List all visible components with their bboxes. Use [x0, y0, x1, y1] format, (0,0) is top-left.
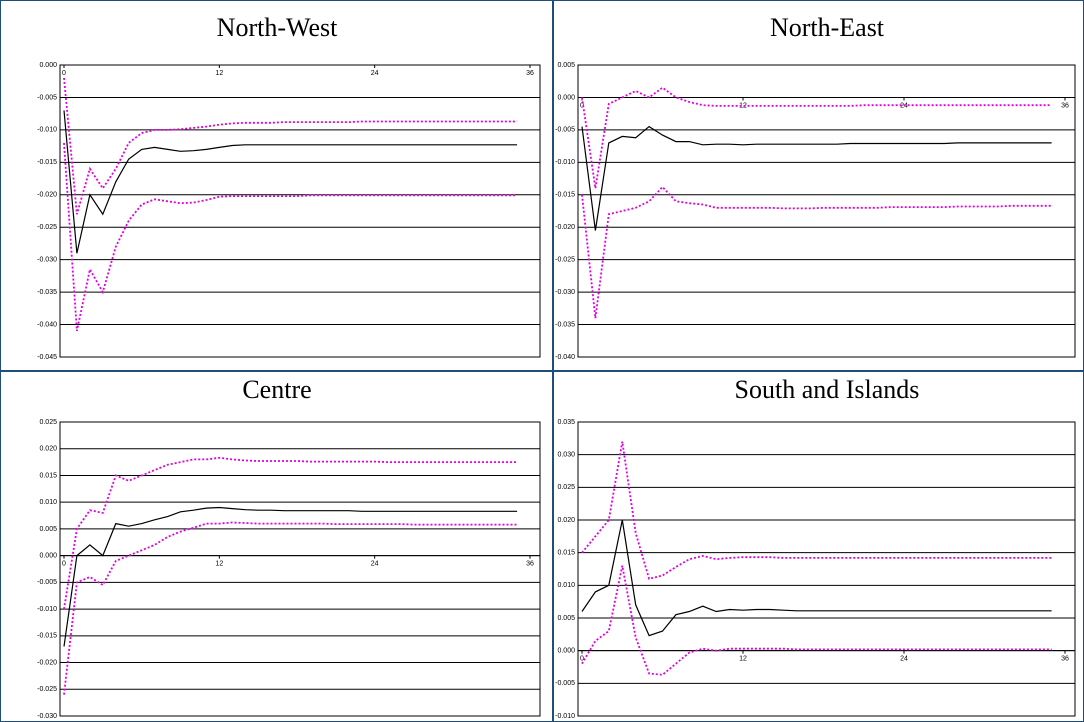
y-tick-label: -0.025 [37, 224, 57, 231]
y-tick-label: 0.000 [557, 94, 575, 101]
chart-title: Centre [242, 375, 311, 404]
line-series [63, 110, 518, 254]
y-tick-label: 0.020 [39, 446, 57, 453]
x-tick-label: 0 [580, 102, 584, 109]
x-tick-label: 0 [62, 70, 66, 77]
chart-title: North-East [770, 13, 885, 42]
line-series [581, 565, 1052, 676]
y-tick-label: 0.010 [557, 582, 575, 589]
y-tick-label: 0.010 [39, 499, 57, 506]
y-tick-label: -0.010 [37, 127, 57, 134]
y-tick-label: 0.005 [39, 526, 57, 533]
x-tick-label: 0 [62, 560, 66, 567]
y-tick-label: -0.040 [37, 321, 57, 328]
y-tick-label: 0.005 [557, 615, 575, 622]
y-tick-label: 0.025 [557, 484, 575, 491]
x-tick-label: 12 [215, 70, 223, 77]
y-tick-label: 0.015 [557, 550, 575, 557]
y-tick-label: 0.015 [39, 472, 57, 479]
x-tick-label: 24 [900, 656, 908, 663]
y-tick-label: 0.000 [39, 552, 57, 559]
line-series [581, 519, 1052, 637]
y-tick-label: -0.005 [37, 94, 57, 101]
y-tick-label: -0.010 [555, 713, 575, 720]
x-tick-label: 12 [739, 656, 747, 663]
x-tick-label: 36 [1061, 102, 1069, 109]
line-series [63, 77, 518, 215]
y-tick-label: 0.035 [557, 419, 575, 426]
y-tick-label: -0.030 [37, 257, 57, 264]
y-tick-label: 0.030 [557, 452, 575, 459]
y-tick-label: 0.000 [39, 62, 57, 69]
chart-title: North-West [217, 13, 338, 42]
line-series [63, 521, 518, 695]
y-tick-label: -0.035 [37, 289, 57, 296]
y-tick-label: -0.040 [555, 354, 575, 361]
x-tick-label: 12 [215, 560, 223, 567]
plot-area [59, 421, 541, 717]
x-tick-label: 24 [371, 70, 379, 77]
line-series [63, 506, 518, 647]
plot-area [577, 421, 1076, 717]
y-tick-label: 0.000 [557, 648, 575, 655]
x-tick-label: 36 [526, 70, 534, 77]
y-tick-label: 0.005 [557, 62, 575, 69]
x-tick-label: 24 [371, 560, 379, 567]
y-tick-label: 0.025 [39, 419, 57, 426]
y-tick-label: 0.020 [557, 517, 575, 524]
y-tick-label: -0.015 [37, 633, 57, 640]
y-tick-label: -0.025 [37, 686, 57, 693]
line-series [63, 456, 518, 610]
chart-title: South and Islands [735, 375, 920, 404]
y-tick-label: -0.020 [37, 192, 57, 199]
y-tick-label: -0.025 [555, 257, 575, 264]
y-tick-label: -0.010 [37, 606, 57, 613]
x-tick-label: 36 [1061, 656, 1069, 663]
y-tick-label: -0.015 [37, 159, 57, 166]
y-tick-label: -0.030 [37, 713, 57, 720]
line-series [581, 185, 1052, 319]
line-series [581, 125, 1052, 231]
y-tick-label: -0.005 [555, 680, 575, 687]
x-tick-label: 36 [526, 560, 534, 567]
y-tick-label: -0.035 [555, 321, 575, 328]
y-tick-label: -0.020 [555, 224, 575, 231]
line-series [581, 86, 1052, 189]
y-tick-label: -0.045 [37, 354, 57, 361]
y-tick-label: -0.005 [37, 579, 57, 586]
x-tick-label: 12 [739, 102, 747, 109]
y-tick-label: -0.030 [555, 289, 575, 296]
y-tick-label: -0.015 [555, 192, 575, 199]
plot-area [577, 64, 1076, 358]
line-series [63, 142, 518, 332]
line-series [581, 441, 1052, 580]
x-tick-label: 0 [580, 656, 584, 663]
y-tick-label: -0.010 [555, 159, 575, 166]
y-tick-label: -0.020 [37, 659, 57, 666]
y-tick-label: -0.005 [555, 127, 575, 134]
plot-area [59, 64, 541, 358]
